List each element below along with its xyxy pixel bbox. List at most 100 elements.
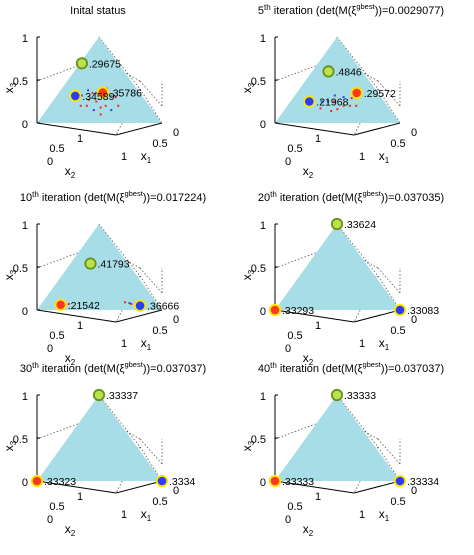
x-axis-label: x1 [379,149,390,165]
x-tick-label: 0.5 [390,138,405,150]
y-axis-label: x2 [65,522,76,538]
design-point-label: .33333 [344,390,376,402]
z-tick-label: 1 [22,220,28,232]
design-point-label: .35786 [110,88,142,100]
z-axis-label: x3 [2,440,18,451]
y-tick-label: 0.5 [49,143,64,155]
x-axis-label: x1 [141,507,152,523]
z-tick-label: 0.5 [251,76,266,88]
design-point-marker [30,474,44,488]
x-axis-label: x1 [379,507,390,523]
y-axis-label: x2 [303,164,314,180]
y-tick-label: 0 [47,343,53,355]
particle-point [104,104,107,107]
particle-point [342,104,345,107]
simplex-surface [37,37,162,123]
design-point-marker [268,303,282,317]
simplex-surface [37,224,162,310]
x-tick-label: 0 [411,314,417,326]
z-axis-label: x3 [240,269,256,280]
particle-point [336,108,339,111]
particle-point [320,100,323,103]
z-tick-label: 1 [22,391,28,403]
z-axis-label: x3 [240,440,256,451]
particle-point [95,91,98,94]
particle-point [130,303,133,305]
particle-point [333,100,336,103]
y-tick-label: 1 [315,320,321,332]
axes [274,36,401,136]
x-tick-label: 1 [359,151,365,163]
x-tick-label: 1 [359,509,365,521]
particle-point [355,104,358,107]
design-point-label: .34589 [82,91,114,103]
z-tick-label: 0 [22,306,28,318]
simplex-surface [275,395,400,481]
design-point-marker [155,474,169,488]
x-axis-label: x1 [141,149,152,165]
y-tick-label: 0.5 [287,501,302,513]
y-tick-label: 0.5 [49,330,64,342]
x-tick-label: 1 [359,338,365,350]
design-point-marker [322,65,335,78]
z-tick-label: 1 [22,33,28,45]
particle-point [117,104,120,107]
particle-point [342,96,345,99]
z-tick-label: 0.5 [13,263,28,275]
y-axis-label: x2 [65,164,76,180]
design-point-marker [268,474,282,488]
z-axis-label: x3 [2,82,18,93]
x-tick-label: 0 [173,485,179,497]
design-point-marker [92,388,106,402]
y-tick-label: 1 [315,491,321,503]
z-tick-label: 0 [260,477,266,489]
design-point-label: .33323 [44,476,76,488]
design-point-marker [393,474,407,488]
subplot-6: 40th iteration (det(M(ξgbest))=0.037037)… [240,360,444,538]
subplot-title: 40th iteration (det(M(ξgbest))=0.037037) [258,360,444,375]
x-tick-label: 0 [411,127,417,139]
x-tick-label: 1 [121,509,127,521]
design-point-marker [69,89,82,103]
y-tick-label: 1 [77,133,83,145]
design-point-marker [54,298,67,311]
x-tick-label: 0.5 [390,496,405,508]
x-tick-label: 0.5 [152,325,167,337]
axes [274,223,401,323]
z-tick-label: 0.5 [13,76,28,88]
y-tick-label: 0 [47,514,53,526]
design-point-marker [75,57,89,70]
design-point-label: .33334 [407,476,439,488]
subplot-4: 20th iteration (det(M(ξgbest))=0.037035)… [240,189,444,367]
subplot-title: 20th iteration (det(M(ξgbest))=0.037035) [258,189,444,204]
y-tick-label: 1 [77,491,83,503]
design-point-marker [96,86,109,99]
axes [36,223,163,323]
y-tick-label: 0.5 [287,330,302,342]
y-tick-label: 0 [285,343,291,355]
x-tick-label: 0.5 [152,496,167,508]
particle-point [333,94,336,97]
x-axis-label: x1 [379,336,390,352]
z-tick-label: 0.5 [251,434,266,446]
y-axis-label: x2 [303,522,314,538]
subplot-title: 5th iteration (det(M(ξgbest))=0.0029077) [258,2,444,17]
particle-point [350,97,353,100]
axes [274,394,401,494]
design-point-label: .3334 [169,476,195,488]
design-point-label: .33333 [282,476,314,488]
particle-point [128,302,131,305]
subplot-title: Inital status [70,5,126,17]
particle-point [99,106,102,109]
x-tick-label: 0.5 [152,138,167,150]
z-tick-label: 0 [22,477,28,489]
subplot-title: 10th iteration (det(M(ξgbest))=0.017224) [20,189,206,204]
design-point-marker [350,86,363,100]
design-point-label: .21968 [316,97,348,109]
z-tick-label: 1 [260,33,266,45]
design-point-label: .33083 [407,305,439,317]
y-tick-label: 0 [285,514,291,526]
y-tick-label: 1 [77,320,83,332]
design-point-label: .33337 [106,390,138,402]
